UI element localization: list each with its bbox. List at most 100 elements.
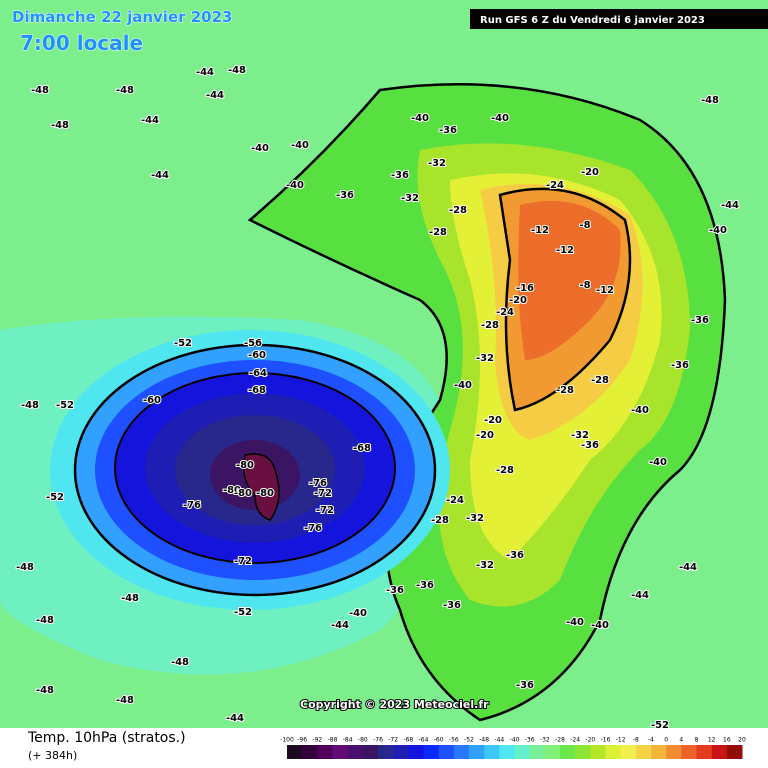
colorbar-tick-label: -68 xyxy=(403,737,413,744)
contour-label: -36 xyxy=(516,680,534,691)
colorbar-tick-label: 0 xyxy=(664,737,668,744)
contour-label: -72 xyxy=(234,556,252,567)
contour-label: -40 xyxy=(291,140,309,151)
colorbar-tick-label: -60 xyxy=(434,737,444,744)
contour-label: -40 xyxy=(649,457,667,468)
contour-label: -44 xyxy=(331,620,349,631)
colorbar-tick-label: -20 xyxy=(585,737,595,744)
colorbar-tick-label: -12 xyxy=(616,737,626,744)
contour-label: -24 xyxy=(546,180,564,191)
contour-label: -40 xyxy=(251,143,269,154)
contour-label: -76 xyxy=(309,478,327,489)
contour-label: -40 xyxy=(591,620,609,631)
colorbar-band xyxy=(635,745,652,759)
contour-label: -36 xyxy=(671,360,689,371)
contour-label: -44 xyxy=(206,90,224,101)
colorbar-tick-label: 8 xyxy=(695,737,699,744)
contour-label: -40 xyxy=(631,405,649,416)
colorbar-tick-label: -8 xyxy=(633,737,639,744)
contour-label: -48 xyxy=(701,95,719,106)
colorbar-band xyxy=(287,745,303,759)
colorbar-tick-label: 20 xyxy=(738,737,746,744)
colorbar-tick-label: -96 xyxy=(297,737,307,744)
colorbar-tick-label: -76 xyxy=(373,737,383,744)
contour-label: -48 xyxy=(16,562,34,573)
colorbar-tick-label: -24 xyxy=(570,737,580,744)
contour-label: -40 xyxy=(454,380,472,391)
colorbar-tick-label: -92 xyxy=(312,737,322,744)
contour-label: -48 xyxy=(116,85,134,96)
contour-label: -48 xyxy=(36,685,54,696)
colorbar-band xyxy=(696,745,713,759)
contour-label: -32 xyxy=(476,353,494,364)
contour-label: -36 xyxy=(691,315,709,326)
map-background xyxy=(0,0,768,728)
contour-label: -40 xyxy=(491,113,509,124)
contour-label: -24 xyxy=(496,307,514,318)
contour-label: -40 xyxy=(349,608,367,619)
contour-label: -28 xyxy=(481,320,499,331)
contour-label: -48 xyxy=(116,695,134,706)
contour-label: -40 xyxy=(411,113,429,124)
contour-label: -12 xyxy=(596,285,614,296)
colorbar-band xyxy=(393,745,409,759)
colorbar-band xyxy=(620,745,637,759)
colorbar-tick-label: -44 xyxy=(494,737,504,744)
lead-time: (+ 384h) xyxy=(28,749,77,762)
contour-label: -48 xyxy=(228,65,246,76)
contour-label: -32 xyxy=(401,193,419,204)
contour-label: -20 xyxy=(484,415,502,426)
contour-label: -48 xyxy=(31,85,49,96)
contour-label: -48 xyxy=(51,120,69,131)
contour-label: -20 xyxy=(476,430,494,441)
contour-label: -12 xyxy=(556,245,574,256)
contour-label: -32 xyxy=(428,158,446,169)
contour-label: -36 xyxy=(336,190,354,201)
contour-label: -80 xyxy=(236,460,254,471)
colorbar-tick-label: -48 xyxy=(479,737,489,744)
colorbar-tick-label: -40 xyxy=(510,737,520,744)
contour-label: -52 xyxy=(234,607,252,618)
run-box xyxy=(470,9,768,29)
contour-label: -44 xyxy=(196,67,214,78)
colorbar-band xyxy=(438,745,455,759)
contour-label: -80 xyxy=(223,485,241,496)
colorbar-band xyxy=(514,745,531,759)
contour-label: -52 xyxy=(174,338,192,349)
contour-label: -36 xyxy=(443,600,461,611)
contour-label: -20 xyxy=(509,295,527,306)
colorbar-tick-label: -56 xyxy=(449,737,459,744)
contour-label: -64 xyxy=(249,368,267,379)
colorbar-band xyxy=(605,745,622,759)
colorbar-tick-label: -100 xyxy=(280,737,294,744)
contour-label: -28 xyxy=(449,205,467,216)
colorbar-band xyxy=(469,745,485,759)
contour-label: -8 xyxy=(579,220,590,231)
contour-label: -36 xyxy=(506,550,524,561)
contour-label: -32 xyxy=(466,513,484,524)
colorbar-band xyxy=(378,745,394,759)
colorbar-tick-label: -72 xyxy=(388,737,398,744)
contour-label: -72 xyxy=(316,505,334,516)
contour-label: -60 xyxy=(248,350,266,361)
contour-label: -68 xyxy=(353,443,371,454)
contour-label: -32 xyxy=(476,560,494,571)
contour-label: -44 xyxy=(721,200,739,211)
contour-label: -36 xyxy=(386,585,404,596)
contour-label: -36 xyxy=(439,125,457,136)
contour-label: -8 xyxy=(579,280,590,291)
colorbar-band xyxy=(499,745,515,759)
contour-label: -48 xyxy=(36,615,54,626)
colorbar-band xyxy=(302,745,318,759)
contour-label: -40 xyxy=(286,180,304,191)
colorbar-tick-label: 16 xyxy=(723,737,731,744)
colorbar-tick-label: -28 xyxy=(555,737,565,744)
colorbar-tick-label: -52 xyxy=(464,737,474,744)
colorbar-band xyxy=(544,745,561,759)
contour-label: -28 xyxy=(591,375,609,386)
colorbar-tick-label: -88 xyxy=(328,737,338,744)
colorbar-band xyxy=(726,745,743,759)
contour-label: -48 xyxy=(171,657,189,668)
